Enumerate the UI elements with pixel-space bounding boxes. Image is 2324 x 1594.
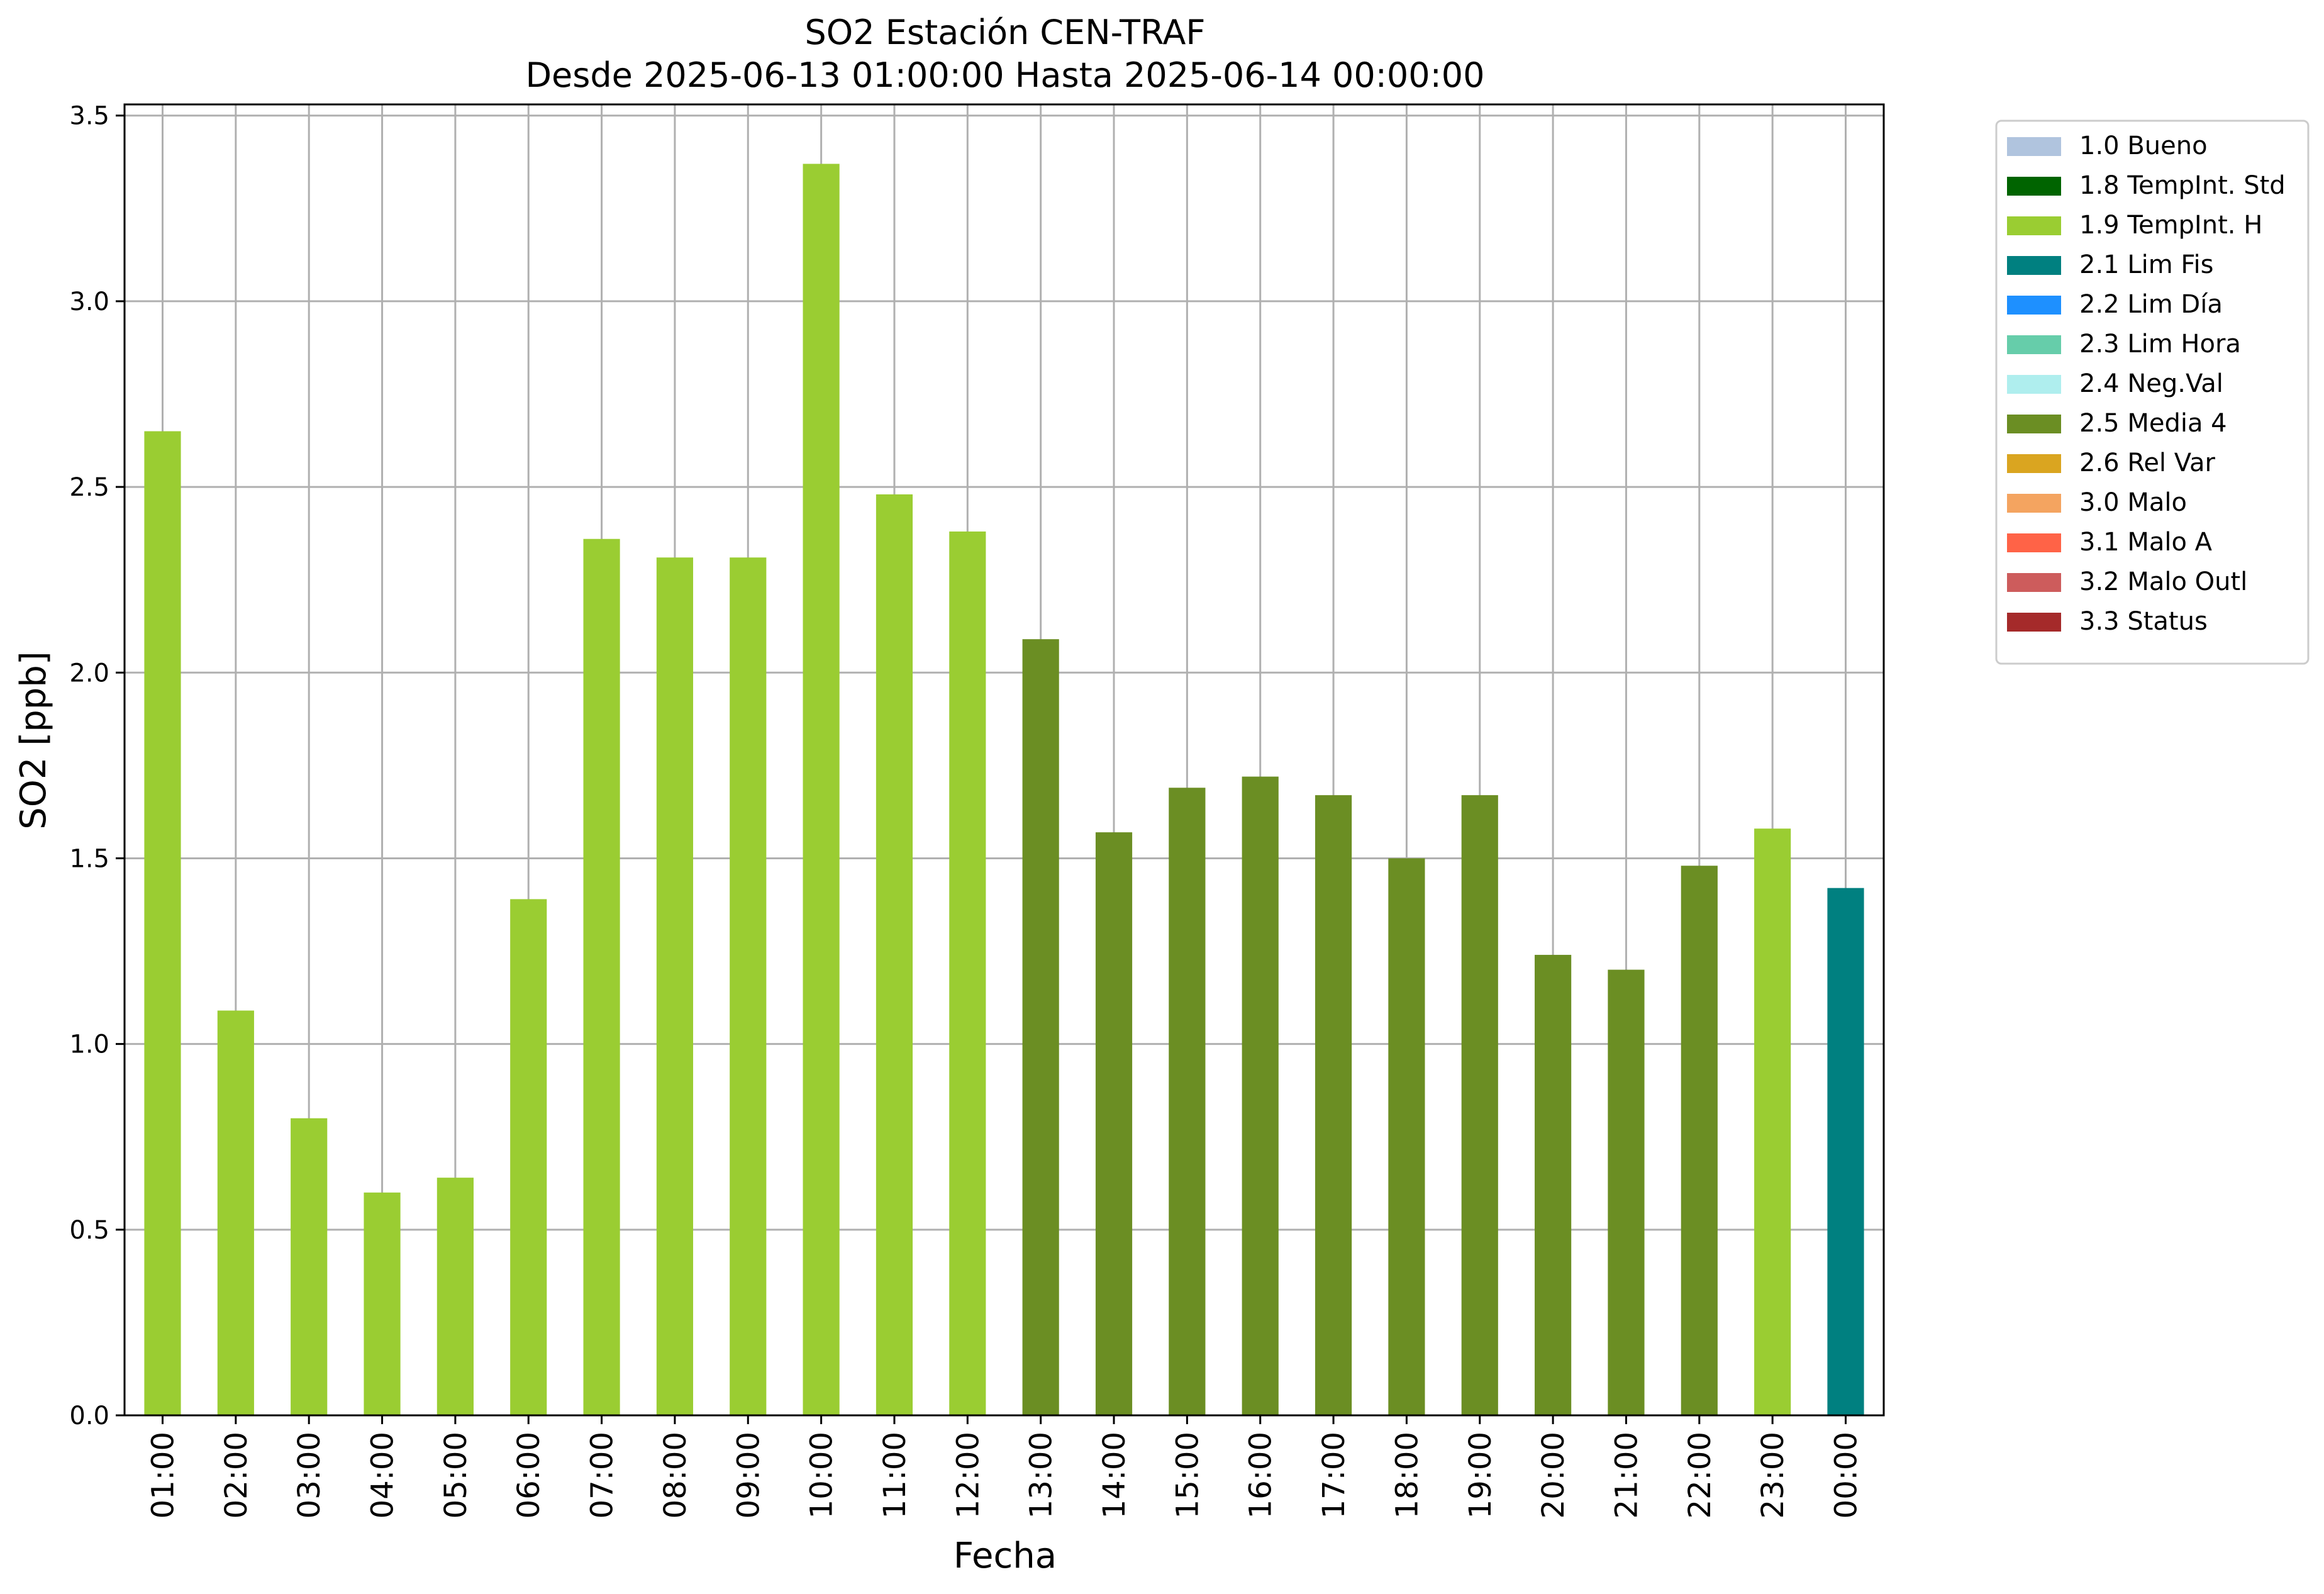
chart-subtitle: Desde 2025-06-13 01:00:00 Hasta 2025-06-… [525,55,1484,95]
bar-01:00 [144,431,181,1415]
legend-swatch [2007,573,2061,592]
x-tick-label: 18:00 [1389,1432,1425,1519]
x-tick-label: 17:00 [1316,1432,1352,1519]
x-tick-label: 14:00 [1097,1432,1132,1519]
x-axis-label: Fecha [954,1535,1057,1576]
x-tick-label: 21:00 [1609,1432,1644,1519]
legend-label: 2.1 Lim Fis [2079,250,2213,279]
legend-label: 3.0 Malo [2079,488,2187,517]
y-tick-label: 3.0 [69,287,109,316]
legend-label: 2.2 Lim Día [2079,290,2223,319]
y-tick-label: 2.5 [69,473,109,502]
bar-08:00 [656,557,694,1415]
y-tick-label: 0.5 [69,1216,109,1245]
bar-22:00 [1681,866,1718,1415]
x-tick-label: 05:00 [438,1432,474,1519]
legend-swatch [2007,494,2061,513]
y-tick-label: 1.5 [69,844,109,873]
legend-swatch [2007,296,2061,315]
legend-label: 1.9 TempInt. H [2079,211,2262,240]
x-tick-label: 03:00 [292,1432,327,1519]
legend-swatch [2007,375,2061,394]
bar-11:00 [876,494,913,1415]
x-tick-label: 16:00 [1243,1432,1279,1519]
bar-20:00 [1535,954,1572,1415]
y-tick-label: 1.0 [69,1030,109,1059]
plot-frame [123,103,1885,1417]
x-tick-label: 12:00 [950,1432,986,1519]
legend-label: 2.4 Neg.Val [2079,369,2223,398]
y-tick-label: 0.0 [69,1402,109,1430]
x-tick-label: 04:00 [365,1432,401,1519]
bar-03:00 [291,1118,328,1415]
legend-swatch [2007,177,2061,196]
legend-swatch [2007,533,2061,552]
bar-14:00 [1095,832,1133,1415]
y-axis-ticks: 0.0 0.5 1.0 1.5 2.0 2.5 3.0 3.5 [69,102,125,1430]
bar-05:00 [436,1178,474,1415]
x-tick-label: 19:00 [1463,1432,1498,1519]
x-tick-label: 23:00 [1755,1432,1791,1519]
x-tick-label: 09:00 [731,1432,766,1519]
x-tick-label: 06:00 [511,1432,547,1519]
legend-label: 1.8 TempInt. Std [2079,171,2286,200]
bar-15:00 [1169,788,1206,1415]
bar-18:00 [1388,858,1425,1415]
x-tick-label: 13:00 [1024,1432,1059,1519]
x-tick-label: 15:00 [1170,1432,1205,1519]
bar-23:00 [1754,828,1791,1415]
y-axis-label: SO2 [ppb] [13,651,54,829]
bar-07:00 [583,538,620,1415]
legend-label: 2.3 Lim Hora [2079,330,2241,359]
bar-12:00 [949,531,986,1415]
legend-swatch [2007,256,2061,275]
legend-label: 2.6 Rel Var [2079,449,2216,477]
bar-21:00 [1608,969,1645,1415]
bar-00:00 [1827,888,1864,1415]
bars [144,164,1864,1415]
bar-17:00 [1315,795,1352,1415]
y-tick-label: 3.5 [69,102,109,131]
chart-title: SO2 Estación CEN-TRAF [804,13,1205,52]
x-tick-label: 00:00 [1828,1432,1864,1519]
bar-06:00 [510,899,547,1415]
bar-02:00 [217,1010,254,1415]
x-tick-label: 20:00 [1536,1432,1571,1519]
legend: 1.0 Bueno 1.8 TempInt. Std 1.9 TempInt. H 2… [1995,120,2310,665]
x-tick-label: 01:00 [146,1432,181,1519]
bar-19:00 [1461,795,1498,1415]
x-tick-label: 11:00 [877,1432,913,1519]
bar-13:00 [1022,639,1059,1415]
x-tick-label: 22:00 [1682,1432,1718,1519]
legend-label: 3.1 Malo A [2079,528,2213,557]
legend-swatch [2007,454,2061,473]
legend-label: 1.0 Bueno [2079,131,2208,160]
x-tick-label: 07:00 [585,1432,620,1519]
legend-label: 3.3 Status [2079,607,2208,636]
legend-label: 3.2 Malo Outl [2079,567,2247,596]
legend-swatch [2007,216,2061,235]
legend-box [1995,120,2310,665]
legend-swatch [2007,137,2061,156]
bar-09:00 [730,557,767,1415]
x-tick-label: 02:00 [219,1432,254,1519]
bar-16:00 [1242,776,1279,1415]
bar-10:00 [803,164,840,1415]
legend-label: 2.5 Media 4 [2079,409,2227,438]
x-axis-ticks: 01:00 02:00 03:00 04:00 05:00 06:00 07:00 08:00… [146,1415,1864,1519]
x-tick-label: 08:00 [658,1432,693,1519]
legend-swatch [2007,613,2061,632]
legend-swatch [2007,415,2061,433]
legend-swatch [2007,335,2061,354]
y-tick-label: 2.0 [69,659,109,688]
x-tick-label: 10:00 [804,1432,840,1519]
bar-04:00 [364,1192,401,1415]
